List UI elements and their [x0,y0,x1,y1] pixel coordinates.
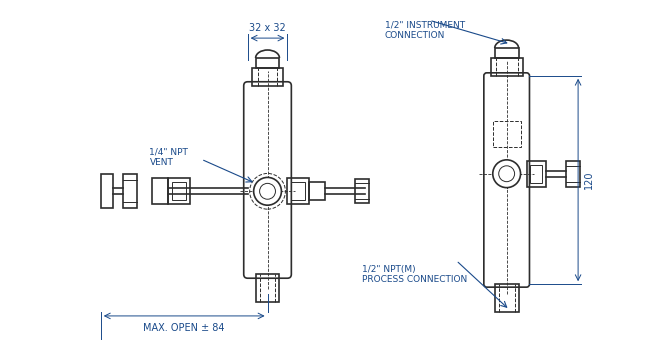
Bar [291,182,305,200]
Bar [123,175,137,208]
Bar [256,58,279,68]
Bar [491,58,523,76]
Bar [527,161,546,187]
Text: 1/2" INSTRUMENT
CONNECTION: 1/2" INSTRUMENT CONNECTION [384,20,465,40]
Circle shape [254,177,281,205]
Bar [287,178,309,204]
Circle shape [493,160,521,188]
Bar [495,48,519,58]
Bar [355,180,369,203]
Bar [566,161,580,187]
Bar [252,68,283,86]
Bar [493,121,521,147]
Bar [309,182,325,200]
FancyBboxPatch shape [244,82,291,278]
Bar [172,182,186,200]
Text: 120: 120 [584,171,594,189]
Bar [152,178,168,204]
Text: 1/4" NPT
VENT: 1/4" NPT VENT [150,147,189,167]
Bar [495,284,519,312]
Bar [101,175,113,208]
Bar [168,178,190,204]
Bar [256,274,279,302]
Bar [531,165,542,183]
Text: 1/2" NPT(M)
PROCESS CONNECTION: 1/2" NPT(M) PROCESS CONNECTION [362,265,467,284]
Circle shape [499,166,515,182]
FancyBboxPatch shape [484,73,529,287]
Circle shape [260,183,276,199]
Text: MAX. OPEN ± 84: MAX. OPEN ± 84 [144,323,225,333]
Text: 32 x 32: 32 x 32 [249,23,286,33]
